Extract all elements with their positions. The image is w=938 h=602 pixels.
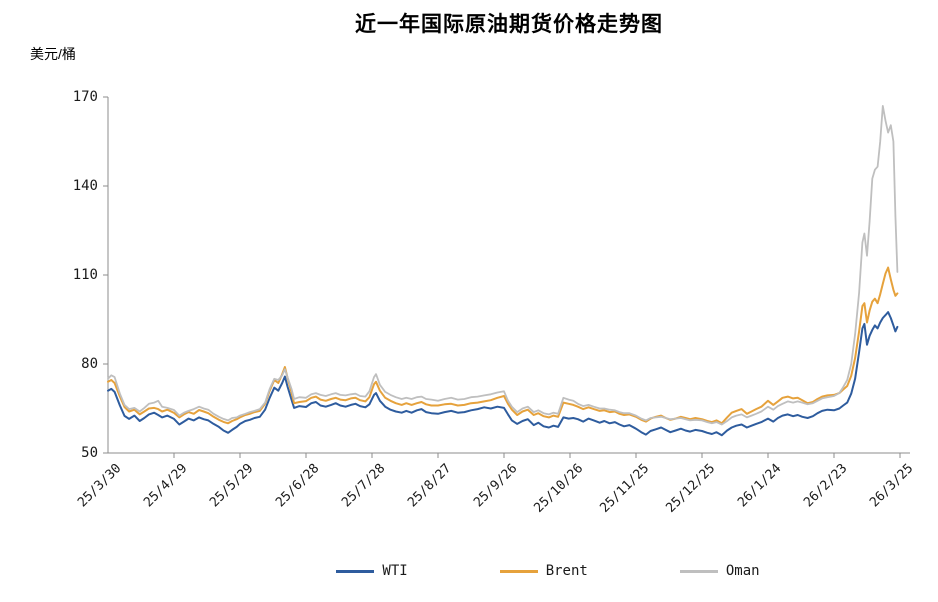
legend-label-oman: Oman: [725, 563, 760, 579]
series-line-oman: [107, 105, 899, 426]
legend-entry-wti: WTI: [336, 563, 408, 579]
series-line-wti: [107, 311, 899, 437]
brent-line-swatch-icon: [499, 569, 538, 573]
oman-line-swatch-icon: [679, 569, 718, 573]
legend-entry-brent: Brent: [499, 563, 588, 579]
legend-label-brent: Brent: [545, 563, 588, 579]
y-tick-label-110: 110: [72, 267, 98, 283]
legend-label-wti: WTI: [382, 563, 408, 579]
y-tick-label-140: 140: [72, 178, 98, 194]
y-tick-label-50: 50: [81, 445, 98, 461]
chart-title: 近一年国际原油期货价格走势图: [355, 13, 663, 36]
y-tick-label-80: 80: [81, 356, 98, 372]
series-line-brent: [107, 266, 899, 425]
chart-legend: WTI Brent Oman: [108, 563, 910, 579]
legend-entry-oman: Oman: [679, 563, 760, 579]
wti-line-swatch-icon: [336, 569, 375, 573]
y-axis-unit-label: 美元/桶: [30, 46, 76, 62]
y-tick-label-170: 170: [72, 89, 98, 105]
